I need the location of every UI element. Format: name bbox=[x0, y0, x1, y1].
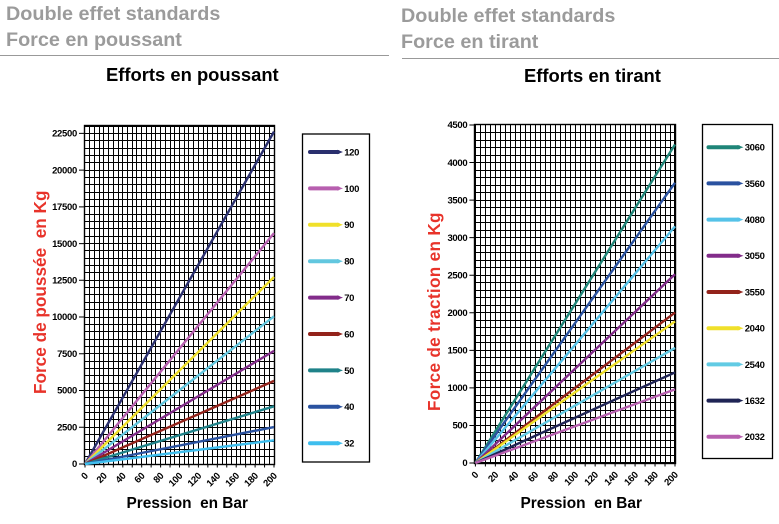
svg-text:5000: 5000 bbox=[57, 386, 77, 397]
svg-text:2000: 2000 bbox=[447, 308, 467, 319]
svg-text:40: 40 bbox=[114, 471, 129, 486]
svg-text:4000: 4000 bbox=[447, 158, 467, 169]
svg-text:20: 20 bbox=[486, 470, 501, 485]
svg-text:60: 60 bbox=[344, 329, 354, 340]
svg-text:140: 140 bbox=[602, 470, 620, 488]
svg-text:7500: 7500 bbox=[57, 349, 77, 360]
svg-text:90: 90 bbox=[344, 220, 354, 231]
svg-text:100: 100 bbox=[344, 184, 359, 195]
svg-text:20000: 20000 bbox=[52, 165, 77, 176]
svg-text:3560: 3560 bbox=[745, 179, 765, 190]
svg-text:1632: 1632 bbox=[745, 396, 765, 407]
svg-text:180: 180 bbox=[242, 471, 260, 489]
svg-text:2032: 2032 bbox=[745, 432, 765, 443]
svg-text:12500: 12500 bbox=[52, 276, 77, 287]
svg-text:160: 160 bbox=[223, 471, 241, 489]
svg-text:0: 0 bbox=[72, 459, 77, 470]
svg-text:60: 60 bbox=[526, 470, 541, 485]
svg-text:2540: 2540 bbox=[745, 360, 765, 371]
svg-text:3060: 3060 bbox=[745, 143, 765, 154]
svg-text:50: 50 bbox=[344, 366, 354, 377]
svg-text:200: 200 bbox=[662, 470, 680, 488]
svg-text:160: 160 bbox=[622, 470, 640, 488]
svg-text:10000: 10000 bbox=[52, 312, 77, 323]
svg-text:0: 0 bbox=[79, 471, 90, 482]
svg-text:2500: 2500 bbox=[447, 270, 467, 281]
svg-text:2040: 2040 bbox=[745, 324, 765, 335]
svg-text:80: 80 bbox=[344, 257, 354, 268]
svg-text:22500: 22500 bbox=[52, 129, 77, 140]
svg-text:17500: 17500 bbox=[52, 202, 77, 213]
svg-text:120: 120 bbox=[186, 471, 204, 489]
svg-text:1000: 1000 bbox=[447, 383, 467, 394]
svg-text:3050: 3050 bbox=[745, 251, 765, 262]
svg-text:32: 32 bbox=[344, 439, 354, 450]
svg-text:120: 120 bbox=[344, 147, 359, 158]
svg-text:500: 500 bbox=[452, 421, 467, 432]
svg-text:80: 80 bbox=[151, 471, 166, 486]
svg-text:100: 100 bbox=[167, 471, 185, 489]
svg-text:0: 0 bbox=[462, 458, 467, 469]
svg-text:1500: 1500 bbox=[447, 346, 467, 357]
svg-text:80: 80 bbox=[546, 470, 561, 485]
svg-text:0: 0 bbox=[470, 470, 481, 481]
svg-text:120: 120 bbox=[582, 470, 600, 488]
svg-text:40: 40 bbox=[344, 402, 354, 413]
svg-text:200: 200 bbox=[261, 471, 279, 489]
svg-text:70: 70 bbox=[344, 293, 354, 304]
svg-text:60: 60 bbox=[133, 471, 148, 486]
svg-text:20: 20 bbox=[95, 471, 110, 486]
svg-text:100: 100 bbox=[562, 470, 580, 488]
svg-text:3000: 3000 bbox=[447, 233, 467, 244]
svg-text:4080: 4080 bbox=[745, 215, 765, 226]
svg-text:15000: 15000 bbox=[52, 239, 77, 250]
svg-text:40: 40 bbox=[506, 470, 521, 485]
svg-text:2500: 2500 bbox=[57, 422, 77, 433]
svg-text:180: 180 bbox=[642, 470, 660, 488]
svg-text:3550: 3550 bbox=[745, 287, 765, 298]
svg-text:140: 140 bbox=[205, 471, 223, 489]
svg-text:4500: 4500 bbox=[447, 120, 467, 131]
svg-text:3500: 3500 bbox=[447, 195, 467, 206]
